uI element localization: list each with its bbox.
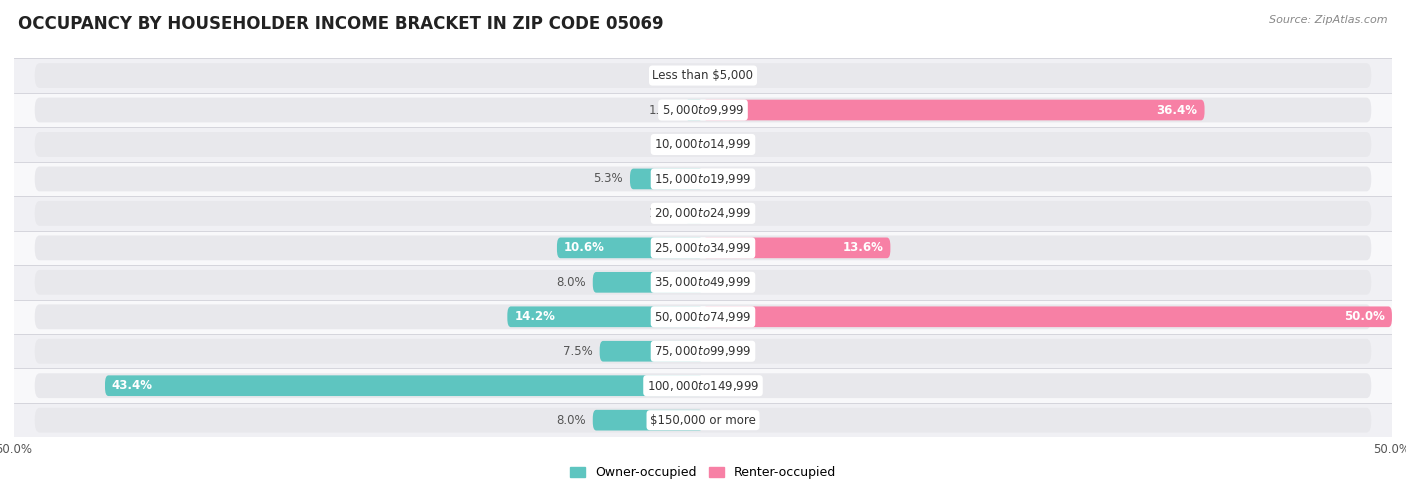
Bar (14, 231, 1392, 265)
Text: 10.6%: 10.6% (564, 242, 605, 254)
Bar (14, 162, 1392, 196)
Text: $5,000 to $9,999: $5,000 to $9,999 (662, 103, 744, 117)
FancyBboxPatch shape (599, 341, 703, 362)
FancyBboxPatch shape (35, 132, 1371, 157)
Text: $15,000 to $19,999: $15,000 to $19,999 (654, 172, 752, 186)
FancyBboxPatch shape (35, 373, 1371, 398)
Text: 1.3%: 1.3% (648, 207, 678, 220)
FancyBboxPatch shape (35, 63, 1371, 88)
FancyBboxPatch shape (105, 375, 703, 396)
FancyBboxPatch shape (508, 307, 703, 327)
FancyBboxPatch shape (593, 410, 703, 431)
Text: 0.0%: 0.0% (710, 345, 740, 358)
FancyBboxPatch shape (703, 100, 1205, 121)
Bar (14, 265, 1392, 299)
FancyBboxPatch shape (35, 235, 1371, 260)
Text: 14.2%: 14.2% (515, 310, 555, 323)
FancyBboxPatch shape (685, 203, 703, 224)
Bar (14, 403, 1392, 437)
Bar (14, 196, 1392, 231)
Text: 0.0%: 0.0% (710, 69, 740, 82)
Text: $150,000 or more: $150,000 or more (650, 414, 756, 427)
Text: $75,000 to $99,999: $75,000 to $99,999 (654, 344, 752, 358)
Bar (14, 368, 1392, 403)
Text: $50,000 to $74,999: $50,000 to $74,999 (654, 310, 752, 324)
Text: 8.0%: 8.0% (557, 414, 586, 427)
FancyBboxPatch shape (557, 238, 703, 258)
Text: 0.0%: 0.0% (710, 276, 740, 289)
Text: Source: ZipAtlas.com: Source: ZipAtlas.com (1270, 15, 1388, 25)
FancyBboxPatch shape (703, 307, 1392, 327)
Bar (14, 299, 1392, 334)
Text: OCCUPANCY BY HOUSEHOLDER INCOME BRACKET IN ZIP CODE 05069: OCCUPANCY BY HOUSEHOLDER INCOME BRACKET … (18, 15, 664, 33)
FancyBboxPatch shape (630, 169, 703, 189)
Text: $25,000 to $34,999: $25,000 to $34,999 (654, 241, 752, 255)
FancyBboxPatch shape (35, 98, 1371, 122)
Text: 13.6%: 13.6% (842, 242, 883, 254)
Text: 0.0%: 0.0% (666, 69, 696, 82)
Text: 5.3%: 5.3% (593, 173, 623, 186)
FancyBboxPatch shape (35, 201, 1371, 226)
Text: 50.0%: 50.0% (1344, 310, 1385, 323)
FancyBboxPatch shape (685, 100, 703, 121)
Text: 0.0%: 0.0% (710, 207, 740, 220)
Bar (14, 334, 1392, 368)
Legend: Owner-occupied, Renter-occupied: Owner-occupied, Renter-occupied (565, 461, 841, 484)
Text: $100,000 to $149,999: $100,000 to $149,999 (647, 379, 759, 393)
Text: 43.4%: 43.4% (112, 379, 153, 392)
Text: $20,000 to $24,999: $20,000 to $24,999 (654, 207, 752, 220)
Bar (14, 58, 1392, 93)
Text: 0.0%: 0.0% (710, 138, 740, 151)
Text: Less than $5,000: Less than $5,000 (652, 69, 754, 82)
Text: 1.3%: 1.3% (648, 104, 678, 117)
Text: 36.4%: 36.4% (1157, 104, 1198, 117)
FancyBboxPatch shape (697, 134, 703, 155)
Text: $10,000 to $14,999: $10,000 to $14,999 (654, 138, 752, 152)
FancyBboxPatch shape (35, 408, 1371, 433)
Text: $35,000 to $49,999: $35,000 to $49,999 (654, 276, 752, 289)
Text: 0.0%: 0.0% (710, 173, 740, 186)
FancyBboxPatch shape (593, 272, 703, 293)
Text: 0.0%: 0.0% (710, 379, 740, 392)
FancyBboxPatch shape (35, 167, 1371, 191)
Text: 0.44%: 0.44% (652, 138, 690, 151)
Bar (14, 93, 1392, 127)
FancyBboxPatch shape (703, 238, 890, 258)
FancyBboxPatch shape (35, 339, 1371, 364)
FancyBboxPatch shape (35, 270, 1371, 295)
Text: 8.0%: 8.0% (557, 276, 586, 289)
Text: 0.0%: 0.0% (710, 414, 740, 427)
Bar (14, 127, 1392, 162)
FancyBboxPatch shape (35, 304, 1371, 329)
Text: 7.5%: 7.5% (562, 345, 593, 358)
